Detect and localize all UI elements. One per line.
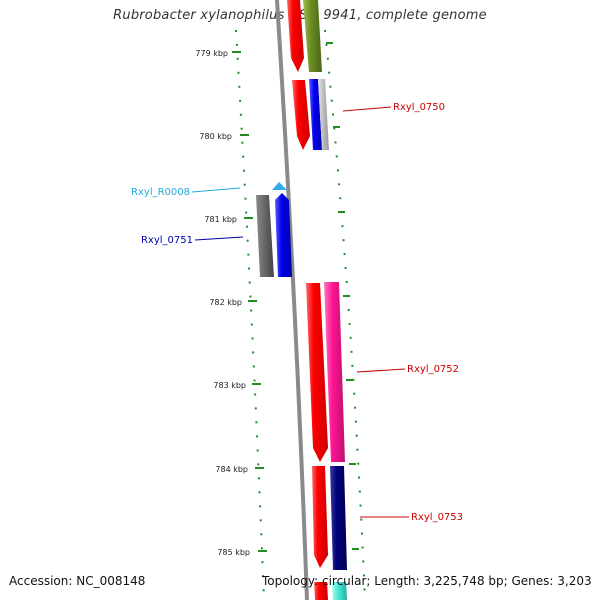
scale-tick-label: 780 kbp <box>199 132 232 141</box>
leader-line <box>194 236 244 241</box>
genome-backbone <box>275 0 309 600</box>
cds-arrow[interactable] <box>312 466 328 568</box>
gene-block-0753 <box>312 466 347 600</box>
cog-arrow-navy[interactable] <box>330 466 347 570</box>
gene-block-0752 <box>306 282 345 462</box>
gene-label-rxyl-0750[interactable]: Rxyl_0750 <box>393 102 445 113</box>
gene-labels: Rxyl_0750 Rxyl_R0008 Rxyl_0751 Rxyl_0752… <box>131 102 463 523</box>
cds-arrow[interactable] <box>287 0 304 72</box>
cog-arrow-olive[interactable] <box>303 0 322 72</box>
gene-label-rxyl-r0008[interactable]: Rxyl_R0008 <box>131 187 190 198</box>
cog-arrow-teal[interactable] <box>332 582 347 600</box>
scale-tick-label: 785 kbp <box>217 548 250 557</box>
scale-tick-label: 779 kbp <box>195 49 228 58</box>
cog-arrow-grey[interactable] <box>318 79 329 150</box>
cds-arrow[interactable] <box>292 80 310 150</box>
gene-block-reverse <box>256 182 292 277</box>
scale-tick-label: 784 kbp <box>215 465 248 474</box>
leader-line <box>191 187 241 193</box>
leader-line <box>356 368 406 373</box>
cog-arrow-blue[interactable] <box>309 79 322 150</box>
gene-label-rxyl-0752[interactable]: Rxyl_0752 <box>407 364 459 375</box>
trna-arrow[interactable] <box>272 182 287 190</box>
scale-tick-label: 781 kbp <box>204 215 237 224</box>
gene-block-top <box>287 0 329 150</box>
leader-line <box>342 106 392 112</box>
scale-tick-label: 782 kbp <box>209 298 242 307</box>
outer-track-ticks <box>326 42 359 550</box>
accession-text: Accession: NC_008148 <box>9 574 146 588</box>
cds-arrow[interactable] <box>314 582 328 600</box>
inner-scale-track <box>235 29 265 600</box>
cds-arrow-reverse[interactable] <box>275 193 292 277</box>
gene-label-rxyl-0753[interactable]: Rxyl_0753 <box>411 512 463 523</box>
cds-arrow[interactable] <box>306 283 328 462</box>
scale-tick-label: 783 kbp <box>213 381 246 390</box>
scale: 779 kbp 780 kbp 781 kbp 782 kbp 783 kbp … <box>195 49 267 557</box>
cog-arrow-pink[interactable] <box>324 282 345 462</box>
gene-label-rxyl-0751[interactable]: Rxyl_0751 <box>141 235 193 246</box>
cog-arrow-dark-grey[interactable] <box>256 195 274 277</box>
topology-text: Topology: circular; Length: 3,225,748 bp… <box>262 574 592 588</box>
